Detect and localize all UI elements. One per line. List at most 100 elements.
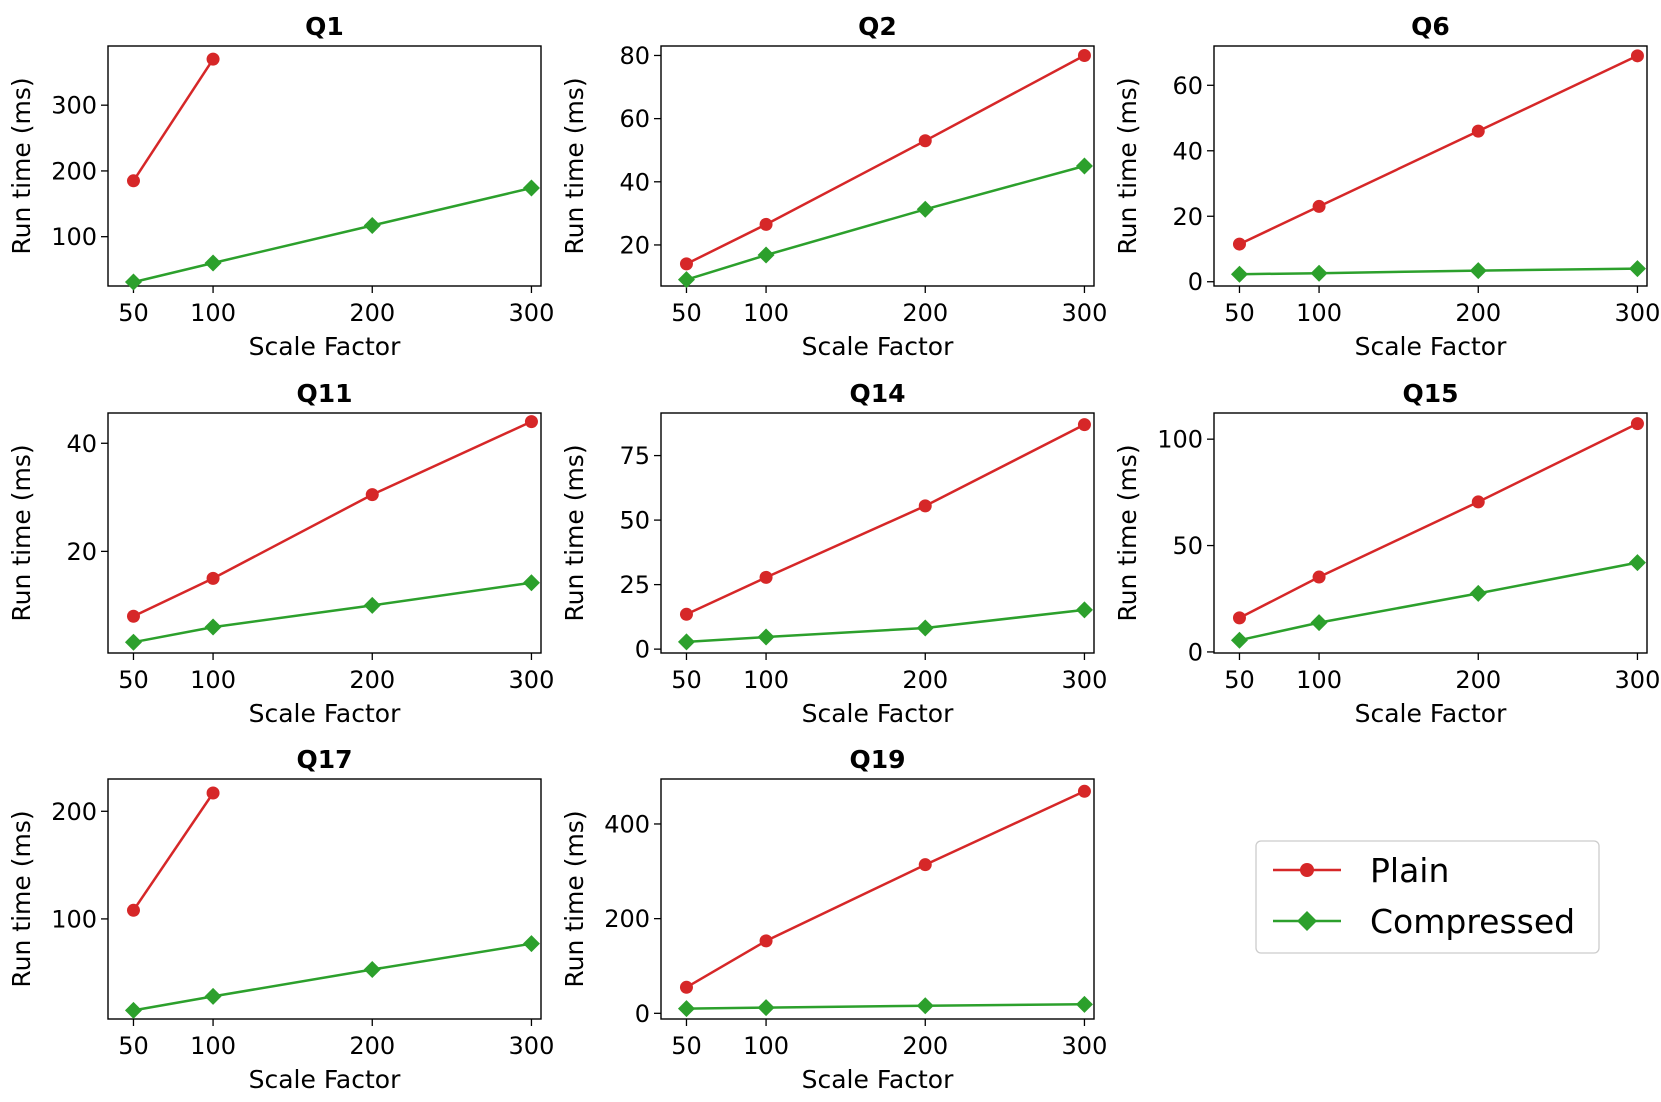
plot-frame xyxy=(107,45,542,287)
series-line-plain xyxy=(132,792,215,912)
y-tick-label: 0 xyxy=(635,1000,650,1028)
chart-panel-q14: Q14 50 100 200 300 0 25 50 75 Scale Factor Run tim… xyxy=(560,379,1107,728)
data-point-compressed xyxy=(1075,601,1093,619)
chart-title: Q2 xyxy=(858,12,897,41)
data-point-compressed xyxy=(1628,554,1646,572)
y-tick-label: 300 xyxy=(51,92,97,120)
data-point-plain xyxy=(918,499,932,513)
y-tick-label: 20 xyxy=(66,538,97,566)
data-point-compressed xyxy=(1230,631,1248,649)
y-tick-label: 40 xyxy=(1172,137,1203,165)
data-point-compressed xyxy=(757,999,775,1017)
data-point-compressed xyxy=(1230,265,1248,283)
series-line-compressed xyxy=(1239,561,1638,642)
data-point-compressed xyxy=(363,960,381,978)
data-point-compressed xyxy=(1469,262,1487,280)
x-axis-label: Scale Factor xyxy=(249,699,401,728)
data-point-compressed xyxy=(1075,157,1093,175)
series-line-compressed xyxy=(1239,267,1638,276)
chart-title: Q6 xyxy=(1411,12,1450,41)
y-axis-label: Run time (ms) xyxy=(1113,444,1142,621)
data-point-compressed xyxy=(916,200,934,218)
chart-panel-q19: Q19 50 100 200 300 0 200 400 Scale Factor Run tim… xyxy=(560,745,1107,1094)
series-line-plain xyxy=(132,420,532,618)
series-line-compressed xyxy=(686,1003,1085,1010)
data-point-plain xyxy=(1312,570,1326,584)
data-point-compressed xyxy=(522,574,540,592)
x-axis-label: Scale Factor xyxy=(802,699,954,728)
y-tick-label: 50 xyxy=(619,507,650,535)
x-tick-label: 300 xyxy=(509,666,555,694)
chart-panel-q6: Q6 50 100 200 300 0 20 40 60 Scale Factor Run time… xyxy=(1113,12,1660,361)
series-line-compressed xyxy=(133,186,532,284)
legend-label-compressed: Compressed xyxy=(1370,902,1575,941)
series-line-compressed xyxy=(686,608,1085,644)
y-tick-label: 0 xyxy=(635,636,650,664)
y-tick-label: 80 xyxy=(619,42,650,70)
x-axis-label: Scale Factor xyxy=(802,1065,954,1094)
y-tick-label: 200 xyxy=(604,905,650,933)
y-tick-label: 40 xyxy=(66,430,97,458)
x-tick-label: 200 xyxy=(902,1032,948,1060)
data-point-compressed xyxy=(204,254,222,272)
plot-frame xyxy=(660,45,1095,287)
series-line-plain xyxy=(1238,422,1638,620)
y-axis-label: Run time (ms) xyxy=(7,77,36,254)
y-tick-label: 200 xyxy=(51,157,97,185)
x-axis-label: Scale Factor xyxy=(1355,699,1507,728)
x-tick-label: 300 xyxy=(1062,666,1108,694)
x-tick-label: 300 xyxy=(1615,666,1661,694)
plot-frame xyxy=(107,412,542,654)
x-tick-label: 100 xyxy=(743,666,789,694)
chart-title: Q15 xyxy=(1402,379,1458,408)
y-tick-label: 60 xyxy=(619,105,650,133)
x-axis-label: Scale Factor xyxy=(249,1065,401,1094)
series-line-compressed xyxy=(133,942,532,1012)
data-point-plain xyxy=(918,858,932,872)
data-point-compressed xyxy=(204,987,222,1005)
x-axis-label: Scale Factor xyxy=(1355,332,1507,361)
data-point-plain xyxy=(1232,611,1246,625)
y-axis-label: Run time (ms) xyxy=(560,444,589,621)
data-point-compressed xyxy=(677,1000,695,1018)
chart-panel-q17: Q17 50 100 200 300 100 200 Scale Factor Run time… xyxy=(7,745,554,1094)
y-tick-label: 60 xyxy=(1172,72,1203,100)
plot-frame xyxy=(660,412,1095,654)
data-point-compressed xyxy=(1469,584,1487,602)
x-tick-label: 300 xyxy=(509,299,555,327)
chart-panel-q1: Q1 50 100 200 300 100 200 300 Scale Factor Run ti… xyxy=(7,12,554,361)
legend-label-plain: Plain xyxy=(1370,851,1449,890)
data-point-plain xyxy=(126,903,140,917)
data-point-plain xyxy=(1312,199,1326,213)
legend-plain-marker xyxy=(1300,863,1314,877)
chart-title: Q19 xyxy=(849,745,905,774)
series-line-plain xyxy=(685,790,1085,989)
series-line-compressed xyxy=(686,164,1085,281)
x-tick-label: 100 xyxy=(190,1032,236,1060)
series-line-compressed xyxy=(133,581,532,644)
x-tick-label: 50 xyxy=(671,299,702,327)
x-tick-label: 200 xyxy=(349,1032,395,1060)
x-tick-label: 100 xyxy=(743,1032,789,1060)
data-point-plain xyxy=(759,217,773,231)
x-axis-label: Scale Factor xyxy=(249,332,401,361)
data-point-plain xyxy=(1077,48,1091,62)
data-point-plain xyxy=(759,934,773,948)
plot-frame xyxy=(107,778,542,1020)
data-point-plain xyxy=(679,980,693,994)
data-point-compressed xyxy=(1310,614,1328,632)
x-tick-label: 300 xyxy=(1615,299,1661,327)
y-tick-label: 400 xyxy=(604,810,650,838)
x-tick-label: 50 xyxy=(1224,666,1255,694)
x-tick-label: 100 xyxy=(1296,666,1342,694)
chart-title: Q11 xyxy=(296,379,352,408)
data-point-plain xyxy=(1232,237,1246,251)
x-tick-label: 200 xyxy=(349,666,395,694)
y-axis-label: Run time (ms) xyxy=(7,810,36,987)
y-tick-label: 50 xyxy=(1172,532,1203,560)
y-tick-label: 20 xyxy=(619,231,650,259)
data-point-compressed xyxy=(916,619,934,637)
data-point-plain xyxy=(206,786,220,800)
data-point-plain xyxy=(206,571,220,585)
